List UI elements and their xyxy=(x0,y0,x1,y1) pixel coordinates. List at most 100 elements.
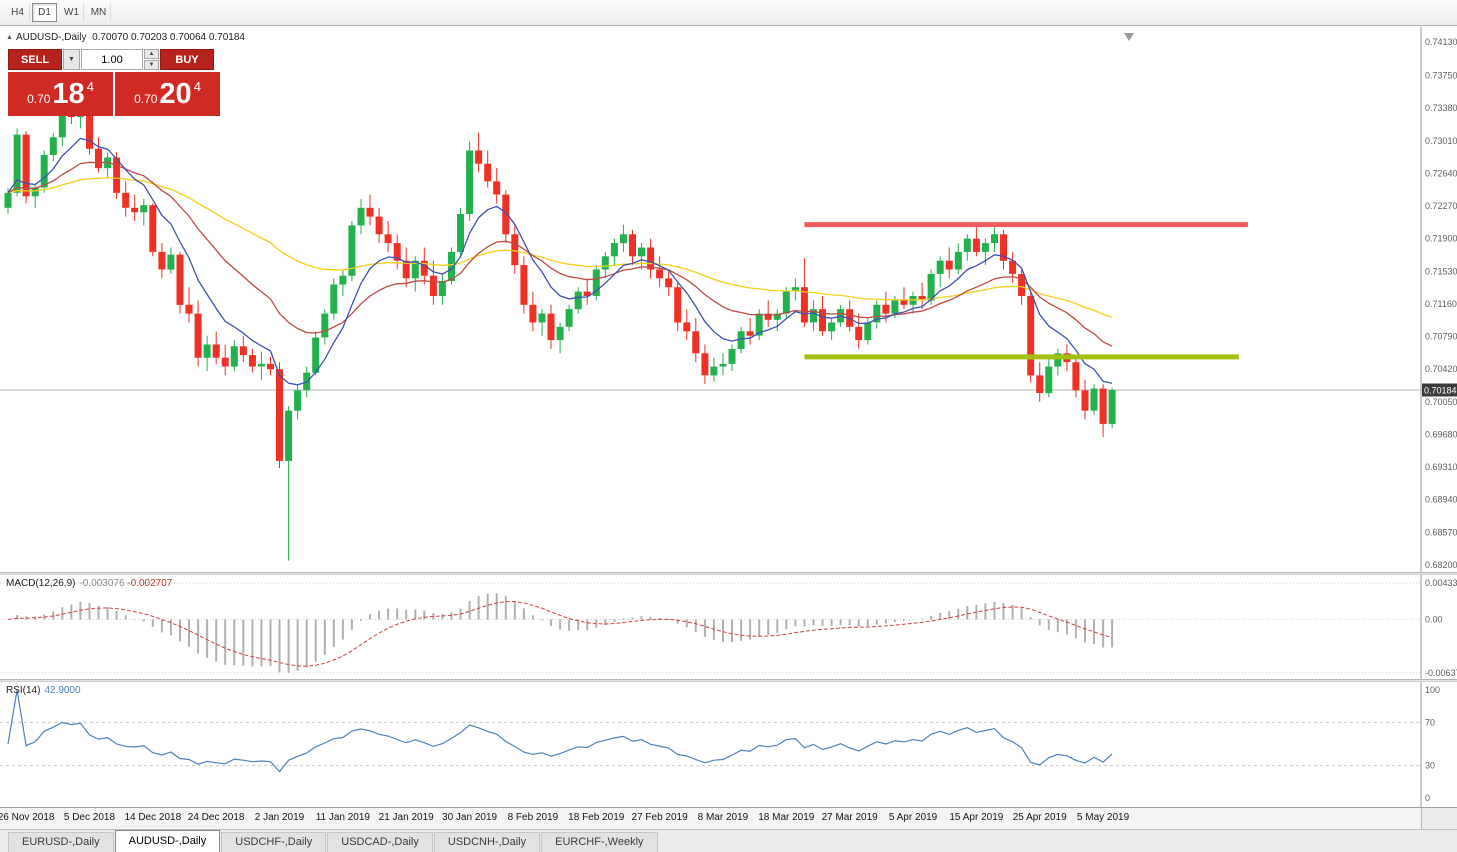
chevron-down-icon: ▼ xyxy=(68,56,75,63)
date-label: 27 Mar 2019 xyxy=(821,812,878,823)
timeframe-button-w1[interactable]: W1 xyxy=(59,3,84,22)
svg-text:0.70420: 0.70420 xyxy=(1425,364,1457,374)
axis-corner xyxy=(1421,808,1457,829)
date-label: 30 Jan 2019 xyxy=(442,812,498,823)
date-label: 5 May 2019 xyxy=(1076,812,1130,823)
buy-price-pip: 4 xyxy=(193,78,201,94)
svg-text:0.69310: 0.69310 xyxy=(1425,462,1457,472)
macd-canvas[interactable]: 0.004331 0.00 -0.00637 xyxy=(0,575,1457,679)
tab-usdchf-daily[interactable]: USDCHF-,Daily xyxy=(221,832,327,852)
date-label: 8 Mar 2019 xyxy=(697,812,749,823)
buy-price-big: 20 xyxy=(159,77,192,110)
svg-text:0.72270: 0.72270 xyxy=(1425,201,1457,211)
order-options-dropdown[interactable]: ▼ xyxy=(63,49,80,70)
rsi-axis: 100 70 30 0 xyxy=(1425,685,1440,803)
sell-button[interactable]: SELL xyxy=(8,49,62,70)
date-label: 27 Feb 2019 xyxy=(631,812,688,823)
tab-usdcad-daily[interactable]: USDCAD-,Daily xyxy=(327,832,433,852)
svg-text:70: 70 xyxy=(1425,717,1435,727)
svg-text:0.70790: 0.70790 xyxy=(1425,332,1457,342)
sell-price-big: 18 xyxy=(52,77,85,110)
spinner-down-icon: ▼ xyxy=(148,62,155,68)
panel-divider[interactable] xyxy=(0,679,1457,682)
svg-text:0.68940: 0.68940 xyxy=(1425,495,1457,505)
macd-label: MACD(12,26,9) xyxy=(6,578,76,589)
tab-eurchf-weekly[interactable]: EURCHF-,Weekly xyxy=(541,832,658,852)
timeframe-button-h4[interactable]: H4 xyxy=(5,3,30,22)
rsi-value: 42.9000 xyxy=(44,685,81,696)
svg-text:0.68200: 0.68200 xyxy=(1425,560,1457,570)
macd-main-value: -0.003076 xyxy=(79,578,125,589)
svg-text:0.70184: 0.70184 xyxy=(1424,386,1457,396)
chart-tab-bar: EURUSD-,Daily AUDUSD-,Daily USDCHF-,Daily U… xyxy=(0,829,1457,852)
volume-input[interactable] xyxy=(81,49,143,70)
candles xyxy=(4,102,1116,561)
svg-text:0.68570: 0.68570 xyxy=(1425,527,1457,537)
rsi-panel: 100 70 30 0 RSI(14) 42.9000 xyxy=(0,682,1457,807)
shift-marker-icon xyxy=(1124,33,1134,41)
timeframe-button-d1[interactable]: D1 xyxy=(32,3,57,22)
rsi-header: RSI(14) 42.9000 xyxy=(6,685,81,696)
timeframe-button-mn[interactable]: MN xyxy=(86,3,111,22)
rsi-canvas[interactable]: 100 70 30 0 xyxy=(0,682,1457,807)
panel-divider[interactable] xyxy=(0,572,1457,575)
buy-price-button[interactable]: 0.70 20 4 xyxy=(115,72,220,116)
price-axis: 0.74130 0.73750 0.73380 0.73010 0.72640 0.722… xyxy=(1425,37,1457,570)
volume-up-button[interactable]: ▲ xyxy=(144,49,159,59)
svg-text:0: 0 xyxy=(1425,793,1430,803)
macd-panel: 0.004331 0.00 -0.00637 MACD(12,26,9)-0.003… xyxy=(0,575,1457,679)
tab-eurusd-daily[interactable]: EURUSD-,Daily xyxy=(8,832,114,852)
date-label: 18 Mar 2019 xyxy=(758,812,815,823)
svg-text:0.004331: 0.004331 xyxy=(1425,578,1457,588)
main-chart-panel: 0.74130 0.73750 0.73380 0.73010 0.72640 0.722… xyxy=(0,27,1457,572)
svg-text:0.73010: 0.73010 xyxy=(1425,136,1457,146)
svg-text:0.00: 0.00 xyxy=(1425,614,1443,624)
tab-audusd-daily[interactable]: AUDUSD-,Daily xyxy=(114,830,221,852)
main-chart-canvas[interactable]: 0.74130 0.73750 0.73380 0.73010 0.72640 0.722… xyxy=(0,27,1457,572)
volume-down-button[interactable]: ▼ xyxy=(144,60,159,70)
date-label: 21 Jan 2019 xyxy=(378,812,434,823)
macd-signal-line xyxy=(7,600,1113,667)
trade-controls-row: SELL ▼ ▲ ▼ BUY xyxy=(8,49,220,70)
svg-text:30: 30 xyxy=(1425,761,1435,771)
sell-price-prefix: 0.70 xyxy=(27,92,51,106)
svg-text:0.73380: 0.73380 xyxy=(1425,103,1457,113)
spinner-up-icon: ▲ xyxy=(148,51,155,57)
svg-text:0.70050: 0.70050 xyxy=(1425,397,1457,407)
date-label: 24 Dec 2018 xyxy=(187,812,245,823)
date-label: 25 Apr 2019 xyxy=(1012,812,1067,823)
svg-text:0.71900: 0.71900 xyxy=(1425,234,1457,244)
macd-histogram xyxy=(16,593,1114,673)
svg-text:0.74130: 0.74130 xyxy=(1425,37,1457,47)
sell-price-button[interactable]: 0.70 18 4 xyxy=(8,72,113,116)
date-label: 18 Feb 2019 xyxy=(568,812,625,823)
time-axis[interactable]: 26 Nov 2018 5 Dec 2018 14 Dec 2018 24 Dec 2… xyxy=(0,807,1457,829)
buy-button[interactable]: BUY xyxy=(160,49,214,70)
chart-symbol-label: AUDUSD-,Daily xyxy=(15,32,87,43)
chart-icon: ▲ xyxy=(6,34,13,41)
date-label: 26 Nov 2018 xyxy=(0,812,55,823)
macd-axis: 0.004331 0.00 -0.00637 xyxy=(1425,578,1457,678)
timeframe-toolbar: H4 D1 W1 MN xyxy=(0,0,1457,26)
svg-text:0.69680: 0.69680 xyxy=(1425,430,1457,440)
macd-signal-value: -0.002707 xyxy=(127,578,173,589)
date-label: 14 Dec 2018 xyxy=(124,812,182,823)
date-label: 8 Feb 2019 xyxy=(507,812,559,823)
resistance-line[interactable] xyxy=(804,222,1248,228)
buy-price-prefix: 0.70 xyxy=(134,92,158,106)
svg-text:0.73750: 0.73750 xyxy=(1425,71,1457,81)
date-label: 11 Jan 2019 xyxy=(315,812,370,823)
svg-text:-0.00637: -0.00637 xyxy=(1425,668,1457,678)
ma-mid-line xyxy=(7,161,1113,347)
chart-title: ▲ AUDUSD-,Daily 0.70070 0.70203 0.70064 0… xyxy=(6,32,245,43)
sell-price-pip: 4 xyxy=(86,78,94,94)
volume-spinner: ▲ ▼ xyxy=(144,49,159,70)
tab-usdcnh-daily[interactable]: USDCNH-,Daily xyxy=(433,832,541,852)
macd-header: MACD(12,26,9) -0.003076 -0.002707 xyxy=(6,578,172,589)
svg-text:0.71160: 0.71160 xyxy=(1425,299,1457,309)
support-line[interactable] xyxy=(804,354,1239,360)
rsi-label: RSI(14) xyxy=(6,685,41,696)
ma-slow-line xyxy=(7,176,1113,318)
rsi-line xyxy=(7,689,1113,773)
